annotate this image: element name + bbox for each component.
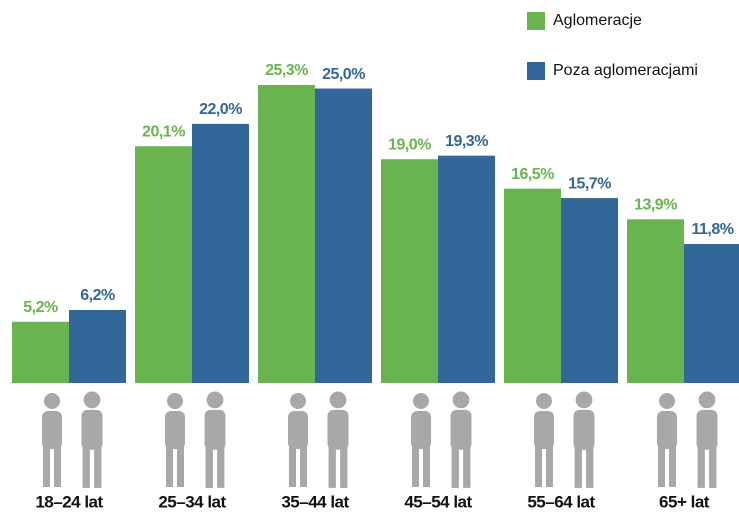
legend-swatch [527, 62, 545, 80]
bar [438, 155, 495, 383]
silhouette-leg [328, 445, 336, 488]
silhouette-leg [574, 445, 582, 488]
silhouettes [42, 391, 718, 488]
value-label: 22,0% [199, 101, 242, 118]
silhouette-head [83, 391, 101, 409]
bar [561, 198, 618, 383]
silhouette-head [290, 393, 306, 409]
value-label: 5,2% [23, 299, 58, 316]
silhouette-body [81, 409, 103, 450]
value-label: 25,0% [322, 66, 365, 83]
silhouette-head [329, 391, 347, 409]
legend-label: Poza aglomeracjami [553, 62, 698, 79]
bar [192, 123, 249, 383]
silhouette-leg [166, 447, 173, 487]
value-label: 11,8% [692, 221, 734, 238]
silhouette-body [42, 411, 62, 449]
x-tick-label: 35–44 lat [281, 492, 349, 511]
silhouette-body [450, 409, 472, 450]
legend-swatch [527, 12, 545, 30]
silhouette-body [204, 409, 226, 450]
silhouette-head [536, 393, 552, 409]
x-tick-label: 55–64 lat [527, 492, 595, 511]
silhouette-body [696, 409, 718, 450]
bar [135, 146, 192, 383]
legend-label: Aglomeracje [553, 12, 642, 29]
silhouette-leg [289, 447, 296, 487]
silhouette-leg [451, 445, 459, 488]
value-label: 19,3% [445, 133, 488, 150]
value-label: 20,1% [142, 123, 185, 140]
silhouette-leg [586, 445, 594, 488]
value-label: 25,3% [265, 62, 308, 79]
bar [381, 159, 438, 383]
silhouette-head [575, 391, 593, 409]
silhouette-head [452, 391, 470, 409]
silhouette-leg [546, 447, 553, 487]
silhouette-body [573, 409, 595, 450]
x-tick-label: 65+ lat [659, 492, 710, 511]
silhouette-head [659, 393, 675, 409]
bar [315, 88, 372, 383]
silhouette-head [44, 393, 60, 409]
bar [627, 219, 684, 383]
bar [504, 188, 561, 383]
silhouette-head [698, 391, 716, 409]
silhouette-head [167, 393, 183, 409]
bar [258, 85, 315, 383]
bar [69, 309, 126, 383]
value-label: 6,2% [80, 287, 115, 304]
silhouette-body [657, 411, 677, 449]
x-tick-label: 18–24 lat [35, 492, 103, 511]
silhouette-leg [669, 447, 676, 487]
silhouette-body [327, 409, 349, 450]
silhouette-leg [709, 445, 717, 488]
silhouette-leg [412, 447, 419, 487]
value-label: 13,9% [634, 196, 677, 213]
silhouette-leg [697, 445, 705, 488]
silhouette-leg [205, 445, 213, 488]
value-label: 15,7% [568, 175, 611, 192]
x-tick-label: 45–54 lat [404, 492, 472, 511]
bar [684, 244, 739, 383]
silhouette-leg [82, 445, 90, 488]
silhouette-leg [177, 447, 184, 487]
silhouette-leg [54, 447, 61, 487]
value-label: 16,5% [511, 166, 554, 183]
silhouette-leg [217, 445, 225, 488]
silhouette-leg [94, 445, 102, 488]
silhouette-leg [43, 447, 50, 487]
value-label: 19,0% [388, 136, 431, 153]
silhouette-leg [300, 447, 307, 487]
silhouette-head [413, 393, 429, 409]
silhouette-leg [535, 447, 542, 487]
silhouette-head [206, 391, 224, 409]
silhouette-leg [463, 445, 471, 488]
silhouette-body [165, 411, 185, 449]
silhouette-leg [658, 447, 665, 487]
x-tick-label: 25–34 lat [158, 492, 226, 511]
silhouette-body [534, 411, 554, 449]
bar [12, 321, 69, 383]
silhouette-leg [340, 445, 348, 488]
silhouette-body [411, 411, 431, 449]
silhouette-body [288, 411, 308, 449]
silhouette-leg [423, 447, 430, 487]
